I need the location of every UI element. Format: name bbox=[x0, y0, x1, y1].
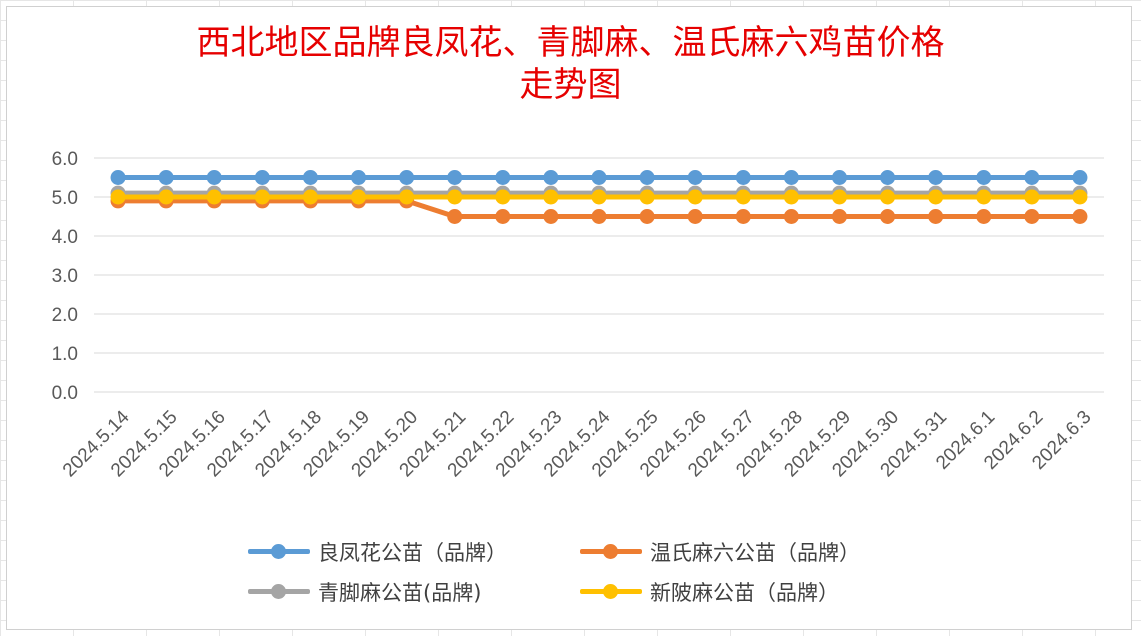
legend-swatch-series-1 bbox=[248, 532, 310, 572]
series-4-point-16 bbox=[880, 189, 896, 205]
series-1-point-2 bbox=[206, 170, 222, 185]
series-4-point-15 bbox=[831, 189, 847, 205]
series-2-point-16 bbox=[880, 209, 896, 224]
series-1-point-6 bbox=[399, 170, 415, 185]
series-4-point-2 bbox=[206, 189, 222, 205]
series-1-point-1 bbox=[158, 170, 174, 185]
legend-swatch-series-3 bbox=[248, 572, 310, 612]
series-4-point-10 bbox=[591, 189, 607, 205]
series-2-point-9 bbox=[543, 209, 559, 224]
series-2-point-20 bbox=[1072, 209, 1088, 224]
series-4-point-8 bbox=[495, 189, 511, 205]
series-2-point-12 bbox=[687, 209, 703, 224]
series-4-point-17 bbox=[928, 189, 944, 205]
series-4-point-20 bbox=[1072, 189, 1088, 205]
series-1-point-17 bbox=[928, 170, 944, 185]
legend-label-series-4: 新陂麻公苗（品牌） bbox=[650, 581, 839, 605]
series-4-point-6 bbox=[399, 189, 415, 205]
legend-label-series-1: 良凤花公苗（品牌） bbox=[318, 541, 507, 565]
series-4-point-11 bbox=[639, 189, 655, 205]
series-2-point-8 bbox=[495, 209, 511, 224]
series-1-point-7 bbox=[447, 170, 463, 185]
series-1-point-5 bbox=[351, 170, 367, 185]
series-4-point-3 bbox=[254, 189, 270, 205]
chart-title: 西北地区品牌良凤花、青脚麻、温氏麻六鸡苗价格 走势图 bbox=[0, 22, 1141, 106]
series-1-point-12 bbox=[687, 170, 703, 185]
series-4-point-5 bbox=[351, 189, 367, 205]
series-4-point-18 bbox=[976, 189, 992, 205]
series-1-point-4 bbox=[302, 170, 318, 185]
y-tick-label-5: 5.0 bbox=[52, 188, 78, 209]
series-1-point-9 bbox=[543, 170, 559, 185]
y-tick-label-0: 0.0 bbox=[52, 383, 78, 404]
series-2-point-18 bbox=[976, 209, 992, 224]
chart-area[interactable] bbox=[6, 6, 1132, 630]
series-2-point-11 bbox=[639, 209, 655, 224]
series-2-point-19 bbox=[1024, 209, 1040, 224]
legend-item-series-3: 青脚麻公苗(品牌) bbox=[248, 572, 481, 612]
series-1-point-8 bbox=[495, 170, 511, 185]
legend-label-series-2: 温氏麻六公苗（品牌） bbox=[650, 541, 860, 565]
series-1-point-18 bbox=[976, 170, 992, 185]
series-1-point-0 bbox=[110, 170, 126, 185]
chart-legend: 良凤花公苗（品牌） 温氏麻六公苗（品牌） 青脚麻公苗(品牌) 新陂麻公苗（品牌） bbox=[0, 530, 1141, 610]
legend-item-series-2: 温氏麻六公苗（品牌） bbox=[580, 532, 860, 572]
series-1-point-14 bbox=[783, 170, 799, 185]
series-2-point-14 bbox=[783, 209, 799, 224]
series-1-point-10 bbox=[591, 170, 607, 185]
series-2-point-15 bbox=[831, 209, 847, 224]
series-4-point-13 bbox=[735, 189, 751, 205]
legend-swatch-series-2 bbox=[580, 532, 642, 572]
series-4-point-7 bbox=[447, 189, 463, 205]
legend-swatch-series-4 bbox=[580, 572, 642, 612]
chart-title-line-1: 西北地区品牌良凤花、青脚麻、温氏麻六鸡苗价格 bbox=[196, 23, 945, 63]
y-tick-label-1: 1.0 bbox=[52, 344, 78, 365]
y-tick-label-4: 4.0 bbox=[52, 227, 78, 248]
series-2-point-10 bbox=[591, 209, 607, 224]
series-4-point-12 bbox=[687, 189, 703, 205]
y-tick-label-6: 6.0 bbox=[52, 149, 78, 170]
legend-label-series-3: 青脚麻公苗(品牌) bbox=[318, 581, 482, 605]
series-4-point-14 bbox=[783, 189, 799, 205]
series-4-point-9 bbox=[543, 189, 559, 205]
series-1-point-15 bbox=[831, 170, 847, 185]
series-4-point-1 bbox=[158, 189, 174, 205]
y-tick-label-3: 3.0 bbox=[52, 266, 78, 287]
series-1-point-13 bbox=[735, 170, 751, 185]
series-1-point-11 bbox=[639, 170, 655, 185]
chart-title-line-2: 走势图 bbox=[519, 65, 622, 105]
series-4-point-4 bbox=[302, 189, 318, 205]
series-4-point-19 bbox=[1024, 189, 1040, 205]
series-4-point-0 bbox=[110, 189, 126, 205]
y-tick-label-2: 2.0 bbox=[52, 305, 78, 326]
series-2-point-7 bbox=[447, 209, 463, 224]
series-2-point-17 bbox=[928, 209, 944, 224]
series-1-point-16 bbox=[880, 170, 896, 185]
series-1-point-3 bbox=[254, 170, 270, 185]
legend-item-series-1: 良凤花公苗（品牌） bbox=[248, 532, 507, 572]
series-1-point-20 bbox=[1072, 170, 1088, 185]
series-1-point-19 bbox=[1024, 170, 1040, 185]
series-2-point-13 bbox=[735, 209, 751, 224]
legend-item-series-4: 新陂麻公苗（品牌） bbox=[580, 572, 839, 612]
